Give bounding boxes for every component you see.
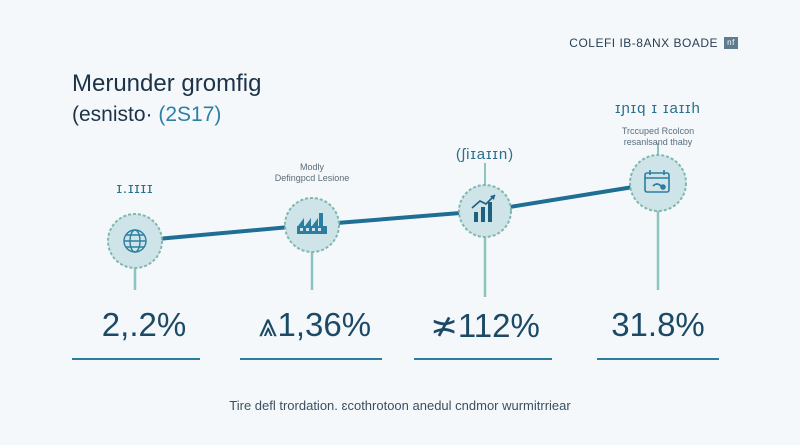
bar-growth-icon xyxy=(471,194,496,222)
corner-logo: COLEFI IB-8ANX BOADE nf xyxy=(569,36,738,50)
globe-icon xyxy=(123,229,147,253)
node-3 xyxy=(458,184,512,238)
node-4 xyxy=(629,154,687,212)
node-1-value: 2,.2% xyxy=(101,306,187,343)
calendar-money-icon xyxy=(644,170,670,193)
page-title: Merunder gromfig xyxy=(72,70,262,97)
node-2-value: ⩓1,36% xyxy=(258,306,372,343)
logo-mark-icon: nf xyxy=(724,37,738,49)
node-4-underline xyxy=(597,358,719,360)
subtitle-number: (2S17) xyxy=(158,103,222,126)
node-4-label-large: ɪɲɪq ɪ ɪaɪɪh xyxy=(615,100,701,117)
subtitle-prefix: (esnisto· xyxy=(72,103,153,126)
page-subtitle: (esnisto· (2S17) xyxy=(72,103,221,127)
factory-icon xyxy=(297,213,327,234)
node-3-underline xyxy=(414,358,552,360)
node-3-label-large: (ʃiɪaɪɪn) xyxy=(455,146,515,163)
node-2-label-small: Modly Defingpcd Lesione xyxy=(274,162,350,183)
node-1-underline xyxy=(72,358,200,360)
node-3-value: ≭112% xyxy=(430,307,540,344)
node-1-label-large: ɪ.ɪɪɪɪ xyxy=(116,180,154,197)
footer-caption: Tire defl trordation. ɛcothrotoon anedul… xyxy=(229,398,571,413)
node-2 xyxy=(284,197,340,253)
node-4-label-small: Trccuped Rcolcon resanlsand thaby xyxy=(621,126,695,147)
trend-line xyxy=(133,181,660,243)
node-2-underline xyxy=(240,358,382,360)
node-4-value: 31.8% xyxy=(611,306,705,343)
logo-text: COLEFI IB-8ANX BOADE xyxy=(569,36,718,50)
node-1 xyxy=(107,213,163,269)
